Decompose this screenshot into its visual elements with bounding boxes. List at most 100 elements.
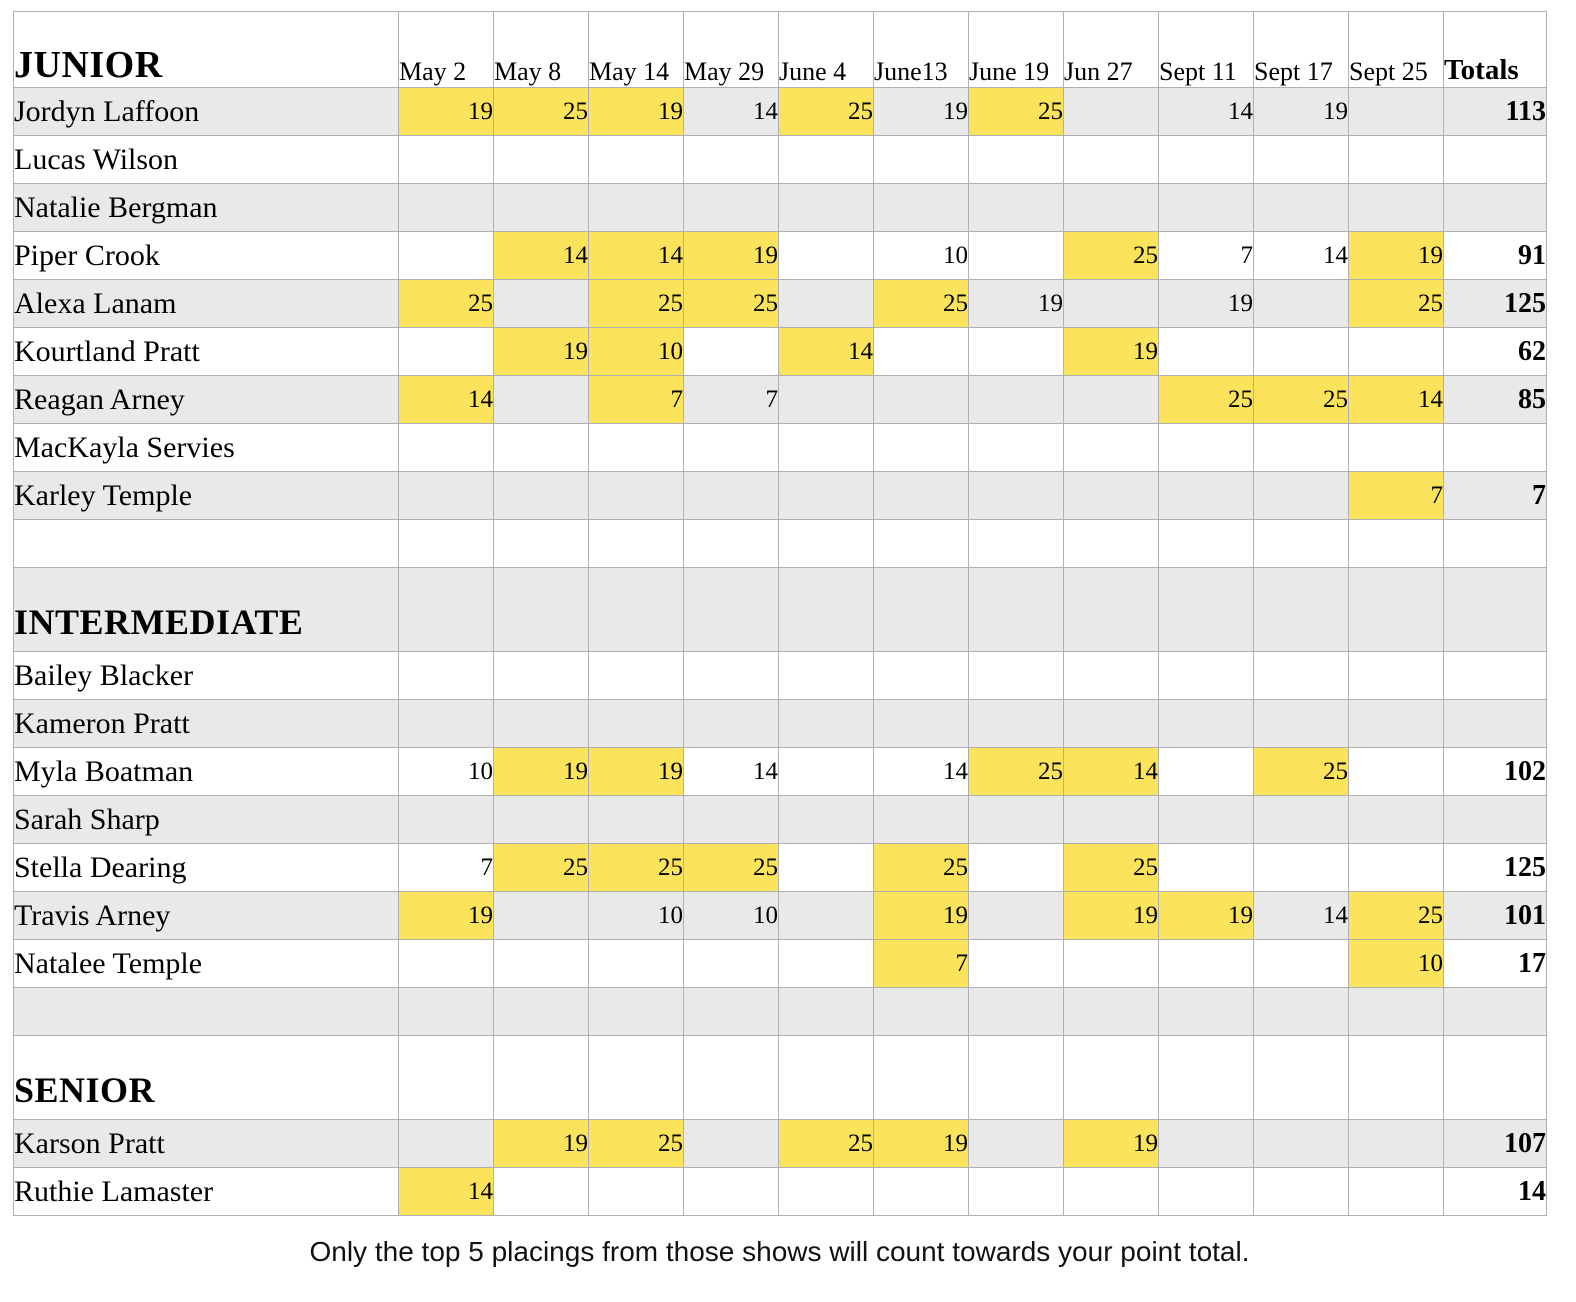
score-cell[interactable]	[1253, 1167, 1349, 1216]
total-cell[interactable]	[1443, 795, 1547, 844]
score-cell[interactable]	[1348, 987, 1444, 1036]
score-cell[interactable]	[683, 1167, 779, 1216]
score-cell[interactable]	[1063, 183, 1159, 232]
total-cell[interactable]: 101	[1443, 891, 1547, 940]
score-cell[interactable]	[683, 183, 779, 232]
score-cell[interactable]: 19	[1158, 891, 1254, 940]
score-cell[interactable]: 25	[1063, 231, 1159, 280]
score-cell[interactable]	[1253, 519, 1349, 568]
score-cell[interactable]: 25	[1063, 843, 1159, 892]
score-cell[interactable]	[398, 987, 494, 1036]
score-cell[interactable]	[398, 651, 494, 700]
total-cell[interactable]: 62	[1443, 327, 1547, 376]
score-cell[interactable]: 25	[1158, 375, 1254, 424]
score-cell[interactable]	[1158, 423, 1254, 472]
score-cell[interactable]: 14	[1253, 891, 1349, 940]
score-cell[interactable]	[588, 519, 684, 568]
score-cell[interactable]: 10	[873, 231, 969, 280]
score-cell[interactable]	[1348, 519, 1444, 568]
score-cell[interactable]: 7	[683, 375, 779, 424]
score-cell[interactable]: 19	[683, 231, 779, 280]
column-header-june13[interactable]: June13	[873, 11, 969, 88]
score-cell[interactable]	[968, 939, 1064, 988]
score-cell[interactable]	[1158, 519, 1254, 568]
score-cell[interactable]	[1253, 135, 1349, 184]
score-cell[interactable]	[968, 699, 1064, 748]
total-cell[interactable]: 91	[1443, 231, 1547, 280]
score-cell[interactable]	[683, 519, 779, 568]
score-cell[interactable]: 25	[588, 1119, 684, 1168]
score-cell[interactable]	[398, 939, 494, 988]
rider-name-cell[interactable]: Natalee Temple	[13, 939, 399, 988]
score-cell[interactable]: 25	[873, 279, 969, 328]
score-cell[interactable]	[873, 327, 969, 376]
score-cell[interactable]	[1063, 87, 1159, 136]
score-cell[interactable]	[493, 375, 589, 424]
column-header-sept-17[interactable]: Sept 17	[1253, 11, 1349, 88]
score-cell[interactable]	[778, 231, 874, 280]
total-cell[interactable]	[1443, 987, 1547, 1036]
rider-name-cell[interactable]: Jordyn Laffoon	[13, 87, 399, 136]
score-cell[interactable]: 25	[683, 843, 779, 892]
score-cell[interactable]	[1158, 747, 1254, 796]
score-cell[interactable]	[873, 1035, 969, 1120]
score-cell[interactable]	[778, 891, 874, 940]
score-cell[interactable]: 10	[683, 891, 779, 940]
score-cell[interactable]	[1063, 651, 1159, 700]
score-cell[interactable]	[1158, 1119, 1254, 1168]
score-cell[interactable]: 25	[778, 87, 874, 136]
rider-name-cell[interactable]: MacKayla Servies	[13, 423, 399, 472]
score-cell[interactable]	[1348, 651, 1444, 700]
column-header-sept-11[interactable]: Sept 11	[1158, 11, 1254, 88]
score-cell[interactable]	[493, 567, 589, 652]
score-cell[interactable]: 10	[588, 327, 684, 376]
score-cell[interactable]	[493, 795, 589, 844]
score-cell[interactable]	[1348, 327, 1444, 376]
score-cell[interactable]	[1158, 795, 1254, 844]
score-cell[interactable]	[1253, 183, 1349, 232]
score-cell[interactable]: 25	[968, 87, 1064, 136]
score-cell[interactable]: 14	[1063, 747, 1159, 796]
score-cell[interactable]	[1158, 843, 1254, 892]
score-cell[interactable]: 7	[1158, 231, 1254, 280]
column-header-may-8[interactable]: May 8	[493, 11, 589, 88]
score-cell[interactable]: 25	[398, 279, 494, 328]
score-cell[interactable]	[1063, 699, 1159, 748]
section-header-junior[interactable]: JUNIOR	[13, 11, 399, 88]
score-cell[interactable]	[1253, 1035, 1349, 1120]
score-cell[interactable]: 19	[1253, 87, 1349, 136]
score-cell[interactable]	[778, 987, 874, 1036]
score-cell[interactable]	[778, 747, 874, 796]
column-header-sept-25[interactable]: Sept 25	[1348, 11, 1444, 88]
score-cell[interactable]	[1158, 1167, 1254, 1216]
rider-name-cell[interactable]: Kourtland Pratt	[13, 327, 399, 376]
score-cell[interactable]	[683, 987, 779, 1036]
score-cell[interactable]	[1253, 843, 1349, 892]
empty-name-cell[interactable]	[13, 987, 399, 1036]
score-cell[interactable]	[1158, 183, 1254, 232]
rider-name-cell[interactable]: Lucas Wilson	[13, 135, 399, 184]
score-cell[interactable]: 19	[968, 279, 1064, 328]
score-cell[interactable]	[1063, 1167, 1159, 1216]
score-cell[interactable]	[873, 1167, 969, 1216]
score-cell[interactable]	[1063, 1035, 1159, 1120]
score-cell[interactable]	[778, 135, 874, 184]
score-cell[interactable]	[1348, 567, 1444, 652]
score-cell[interactable]	[493, 471, 589, 520]
score-cell[interactable]	[588, 471, 684, 520]
score-cell[interactable]	[1253, 279, 1349, 328]
rider-name-cell[interactable]: Kameron Pratt	[13, 699, 399, 748]
score-cell[interactable]	[1253, 651, 1349, 700]
score-cell[interactable]	[493, 939, 589, 988]
score-cell[interactable]	[873, 987, 969, 1036]
score-cell[interactable]: 14	[683, 87, 779, 136]
score-cell[interactable]: 14	[398, 375, 494, 424]
empty-name-cell[interactable]	[13, 519, 399, 568]
rider-name-cell[interactable]: Reagan Arney	[13, 375, 399, 424]
score-cell[interactable]: 25	[1348, 891, 1444, 940]
score-cell[interactable]	[778, 843, 874, 892]
score-cell[interactable]	[683, 135, 779, 184]
score-cell[interactable]: 10	[398, 747, 494, 796]
score-cell[interactable]	[493, 1167, 589, 1216]
score-cell[interactable]	[778, 1035, 874, 1120]
